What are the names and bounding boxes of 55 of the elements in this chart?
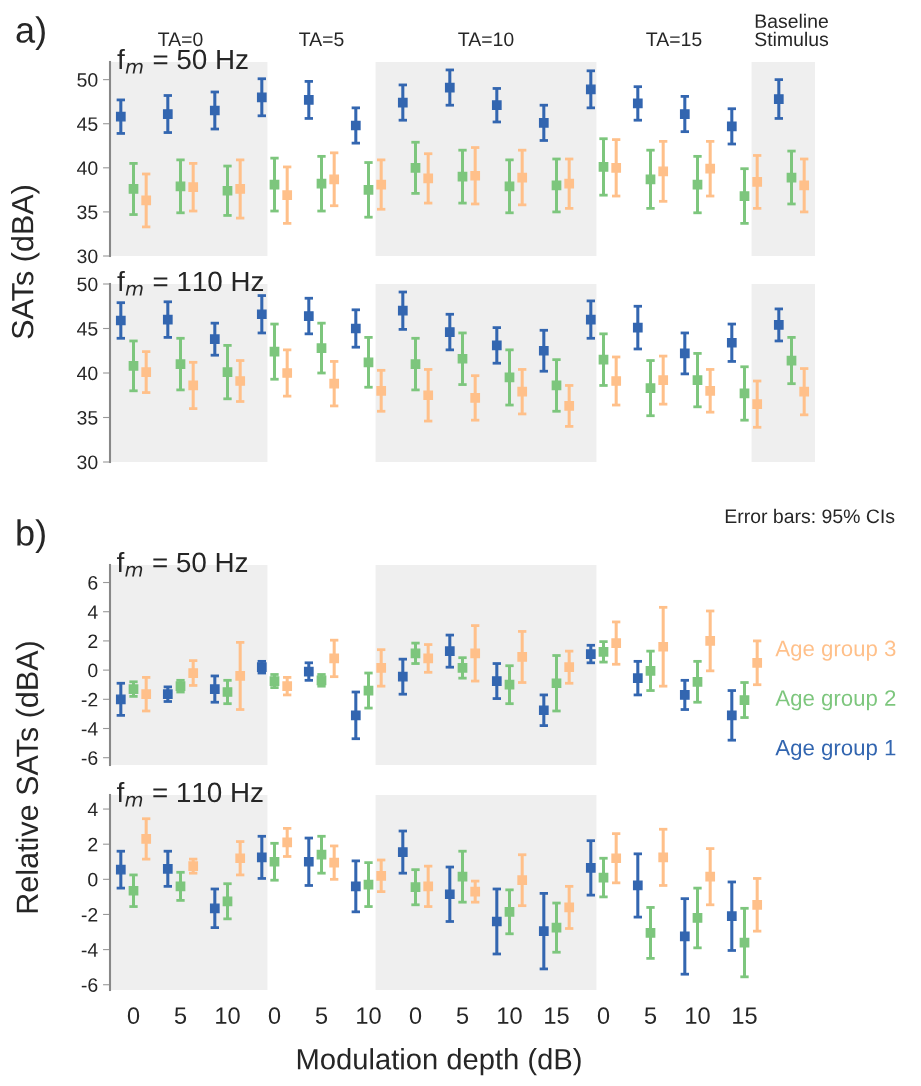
y-tick-label: -4 [81, 722, 98, 736]
x-tick-label: 10 [686, 1007, 710, 1025]
x-tick-label: 15 [545, 1007, 569, 1025]
text: TA=0 [158, 32, 203, 47]
y-tick-label: 35 [77, 205, 98, 220]
y-tick-label: 40 [77, 161, 98, 176]
text: Baseline Stimulus [755, 13, 829, 47]
x-tick-label: 0 [268, 1007, 281, 1025]
y-tick-label: -2 [81, 907, 98, 922]
x-tick-label: 0 [409, 1007, 422, 1025]
y-tick-label: 50 [77, 73, 98, 87]
x-tick-label: 15 [733, 1007, 757, 1025]
x-tick-label: 5 [644, 1007, 657, 1025]
series-label: Age group 2 [775, 690, 896, 711]
chart-title: b) [17, 519, 45, 553]
y-tick-label: 4 [87, 605, 98, 619]
y-tick-label: 30 [77, 249, 98, 264]
text: TA=5 [299, 32, 344, 47]
series-label: Age group 3 [775, 640, 896, 661]
y-axis-title: Relative SATs (dBA) [15, 642, 45, 913]
y-tick-label: 6 [88, 575, 98, 590]
y-tick-label: 45 [77, 117, 98, 131]
x-tick-label: 0 [597, 1007, 610, 1025]
y-tick-label: 2 [88, 837, 98, 852]
y-tick-label: 40 [77, 366, 98, 381]
x-tick-label: 10 [216, 1007, 240, 1025]
y-tick-label: 45 [77, 322, 98, 336]
y-tick-label: 35 [77, 410, 98, 425]
x-tick-label: 10 [498, 1007, 522, 1025]
series-label: Age group 1 [775, 740, 896, 760]
y-tick-label: 50 [77, 277, 98, 292]
chart-title: a) [16, 16, 45, 50]
x-axis-title: Modulation depth (dB) [297, 1048, 581, 1076]
x-tick-label: 5 [456, 1007, 469, 1025]
y-tick-label: -2 [81, 692, 98, 707]
x-tick-label: 10 [357, 1007, 381, 1025]
x-tick-label: 0 [127, 1007, 140, 1025]
y-tick-label: -6 [81, 751, 98, 765]
x-tick-label: 5 [174, 1007, 187, 1025]
annotation: f$_{m}$ = 50 Hz [116, 551, 248, 577]
text: TA=10 [458, 32, 514, 47]
y-tick-label: -4 [81, 943, 98, 957]
text: TA=15 [646, 32, 702, 47]
y-tick-label: 0 [88, 663, 98, 678]
y-tick-label: 4 [87, 802, 98, 817]
y-tick-label: -6 [81, 978, 98, 992]
text: Error bars: 95% CIs [725, 508, 895, 524]
y-axis-title: SATs (dBA) [11, 186, 40, 339]
y-tick-label: 0 [88, 872, 98, 887]
annotation: f$_{m}$ = 50 Hz [117, 48, 248, 74]
annotation: f$_{m}$ = 110 Hz [116, 781, 263, 807]
annotation: f$_{m}$ = 110 Hz [117, 270, 264, 296]
x-tick-label: 5 [315, 1007, 328, 1025]
y-tick-label: 30 [77, 455, 98, 470]
y-tick-label: 2 [88, 634, 98, 648]
